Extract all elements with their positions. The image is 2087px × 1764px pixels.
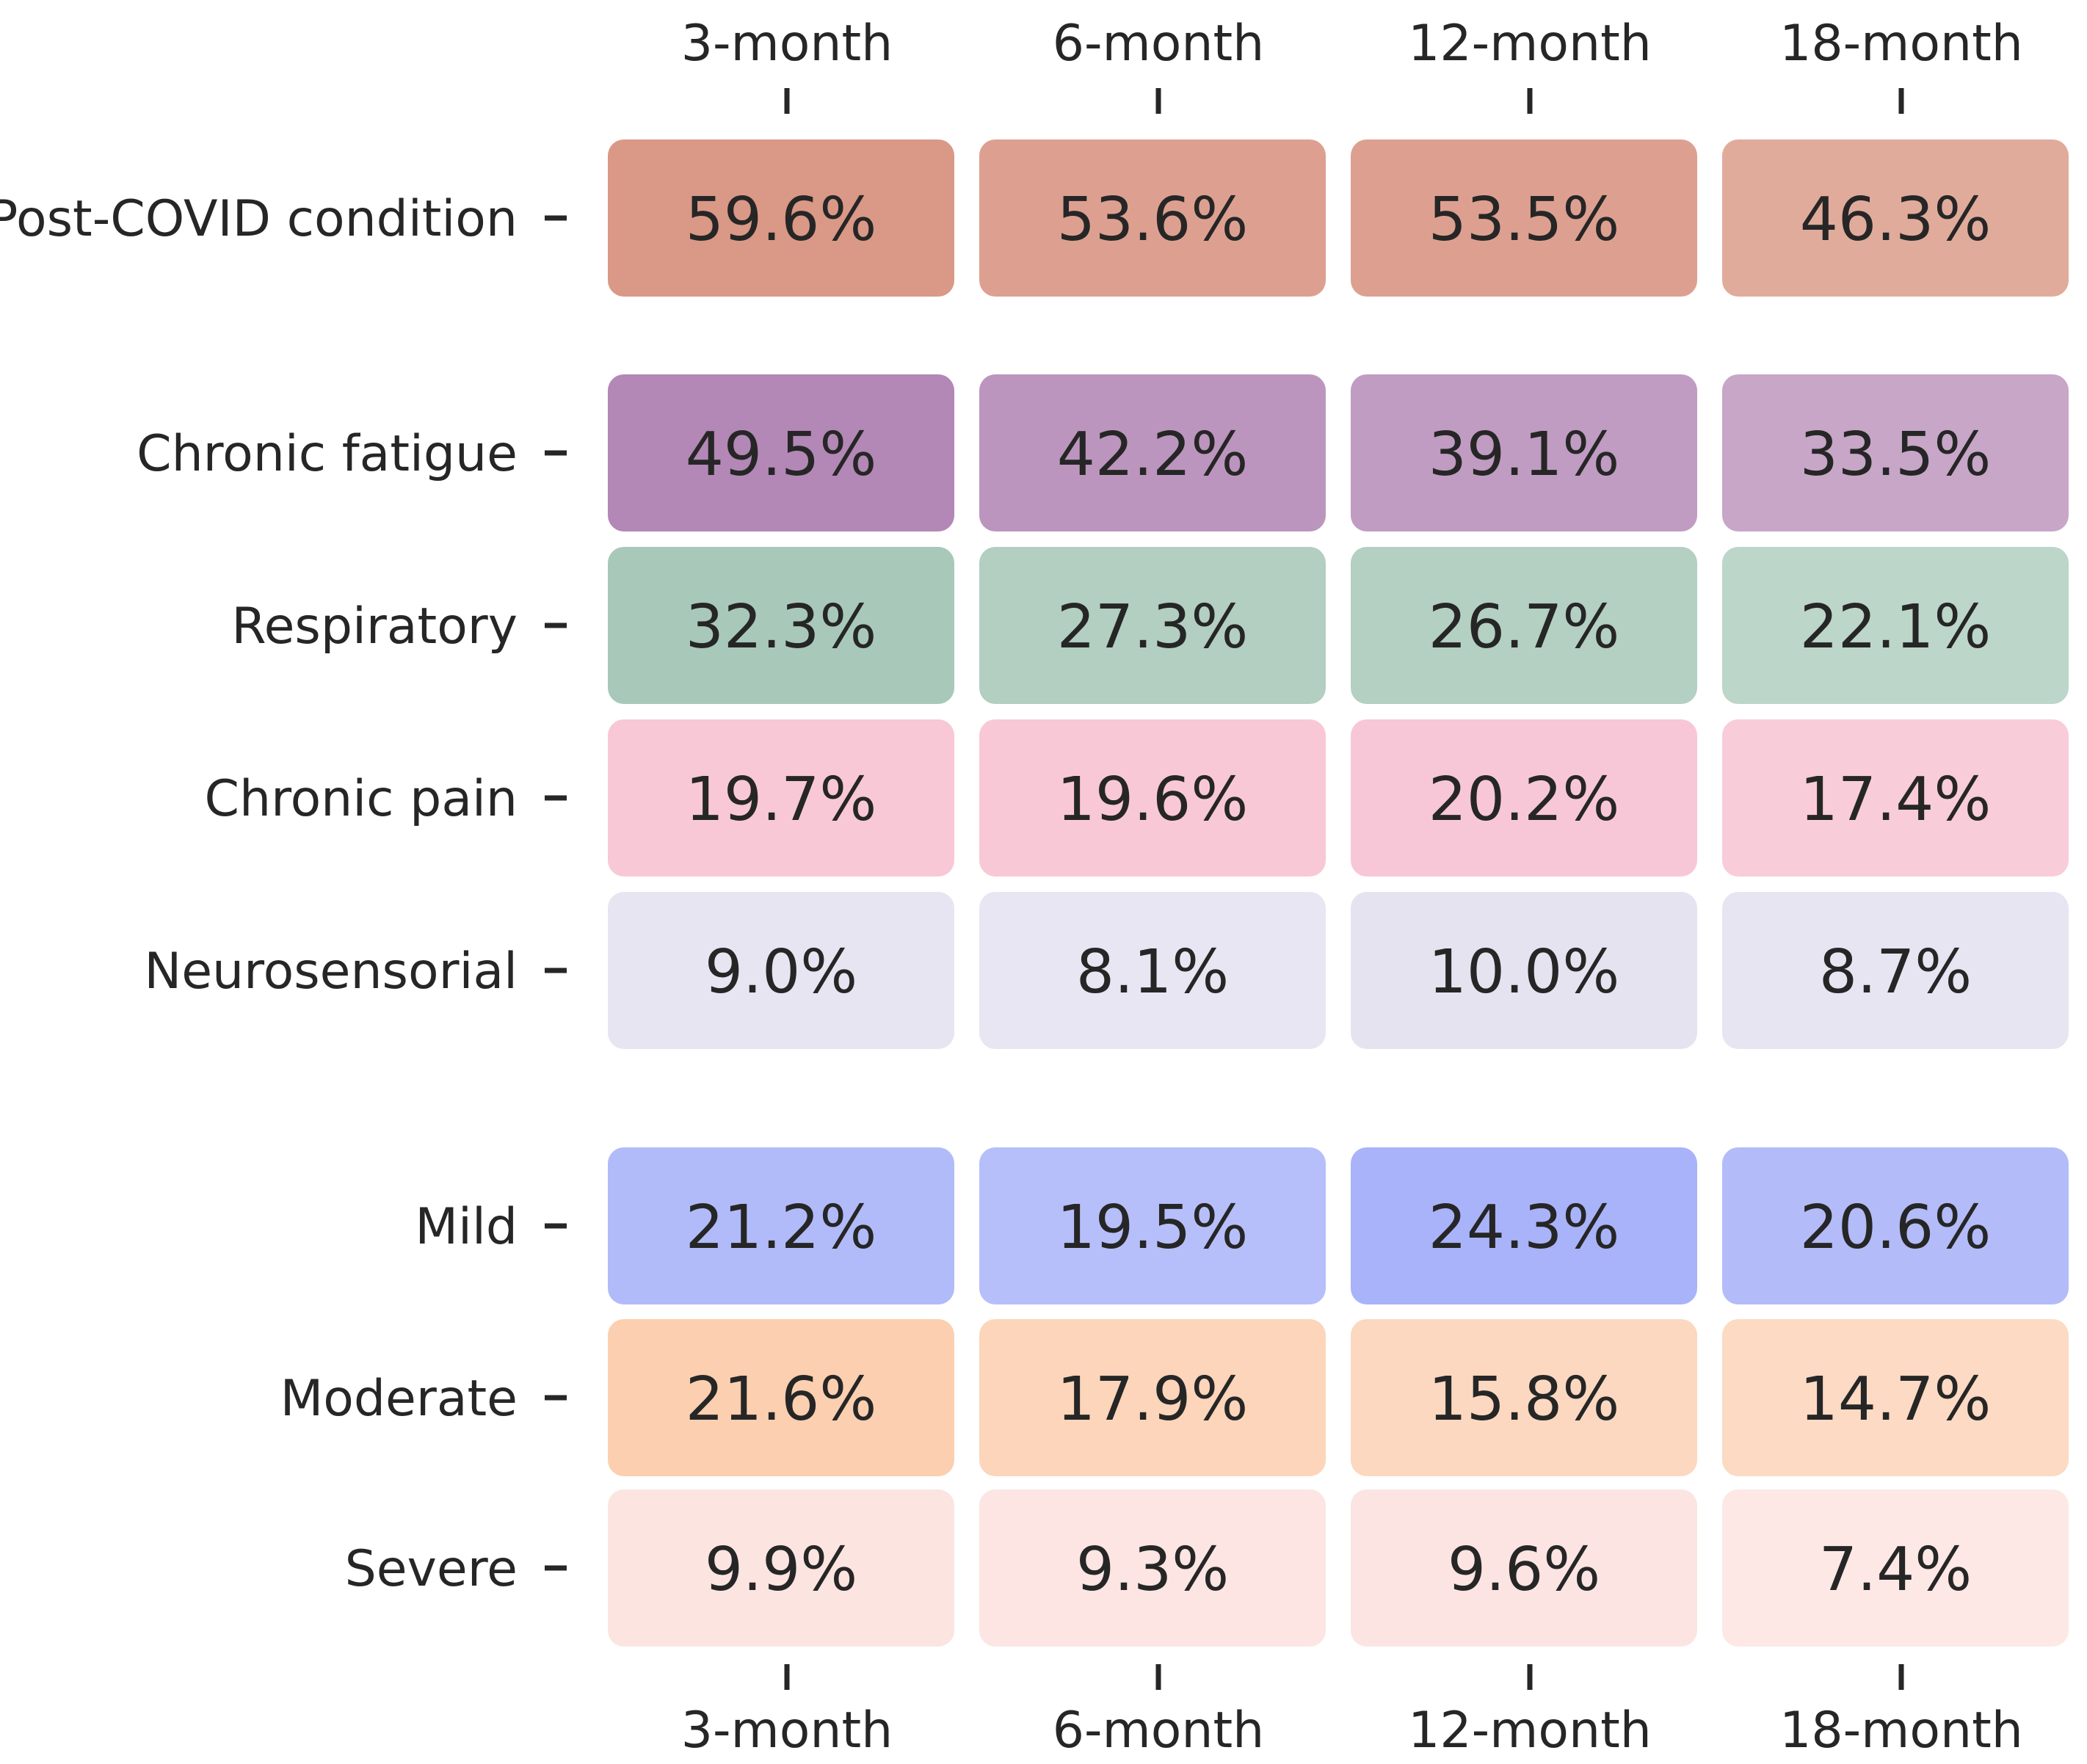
- cell-value: 22.1%: [1800, 592, 1992, 662]
- heatmap-cell: [979, 1147, 1326, 1304]
- row-label: Post-COVID condition: [0, 190, 518, 248]
- cell-value: 21.2%: [686, 1193, 877, 1263]
- row-label: Mild: [415, 1198, 518, 1256]
- heatmap-cell: [608, 719, 954, 876]
- cell-value: 14.7%: [1800, 1365, 1992, 1434]
- row-label: Moderate: [280, 1370, 518, 1428]
- bottom-column-label: 6-month: [1053, 1702, 1265, 1760]
- heatmap-cell: [979, 892, 1326, 1049]
- heatmap-cell: [979, 719, 1326, 876]
- heatmap-cell: [979, 1489, 1326, 1647]
- heatmap-cell: [979, 547, 1326, 704]
- cell-value: 49.5%: [686, 420, 877, 490]
- top-column-label: 6-month: [1053, 15, 1265, 73]
- top-axis: 3-month 6-month 12-month 18-month: [681, 15, 2023, 114]
- cell-value: 10.0%: [1429, 937, 1620, 1007]
- cell-value: 59.6%: [686, 185, 877, 255]
- cell-value: 8.1%: [1076, 937, 1229, 1007]
- heatmap-cell: [1722, 892, 2069, 1049]
- heatmap-cell: [1722, 139, 2069, 297]
- cell-value: 8.7%: [1819, 937, 1972, 1007]
- cell-value: 17.9%: [1057, 1365, 1249, 1434]
- cell-value: 32.3%: [686, 592, 877, 662]
- heatmap-cell: [608, 1489, 954, 1647]
- row-label: Respiratory: [231, 598, 518, 656]
- cell-value: 19.7%: [686, 765, 877, 835]
- top-column-label: 3-month: [681, 15, 893, 73]
- heatmap-cell: [1722, 1147, 2069, 1304]
- heatmap-cell: [1351, 374, 1697, 531]
- heatmap-cell: [1351, 719, 1697, 876]
- heatmap-cell: [608, 547, 954, 704]
- cell-value: 27.3%: [1057, 592, 1249, 662]
- cell-value: 33.5%: [1800, 420, 1992, 490]
- heatmap-cell: [1722, 719, 2069, 876]
- heatmap-cells: 59.6% 53.6% 53.5% 46.3% 49.5% 42.2% 39.1% 33.5%…: [608, 139, 2069, 1647]
- cell-value: 9.0%: [705, 937, 857, 1007]
- bottom-column-label: 12-month: [1408, 1702, 1652, 1760]
- heatmap-cell: [1351, 547, 1697, 704]
- cell-value: 19.5%: [1057, 1193, 1249, 1263]
- heatmap-cell: [1351, 1147, 1697, 1304]
- heatmap-cell: [1351, 1489, 1697, 1647]
- row-label: Neurosensorial: [144, 943, 518, 1001]
- cell-value: 53.5%: [1429, 185, 1620, 255]
- row-label: Severe: [345, 1540, 518, 1598]
- cell-value: 20.6%: [1800, 1193, 1992, 1263]
- heatmap-cell: [608, 1147, 954, 1304]
- heatmap-cell: [979, 139, 1326, 297]
- cell-value: 21.6%: [686, 1365, 877, 1434]
- heatmap-cell: [1351, 139, 1697, 297]
- cell-value: 53.6%: [1057, 185, 1249, 255]
- bottom-column-label: 3-month: [681, 1702, 893, 1760]
- cell-value: 46.3%: [1800, 185, 1992, 255]
- row-label: Chronic fatigue: [137, 425, 518, 483]
- heatmap-cell: [608, 1319, 954, 1476]
- cell-value: 15.8%: [1429, 1365, 1620, 1434]
- bottom-column-label: 18-month: [1779, 1702, 2023, 1760]
- heatmap-cell: [1722, 1489, 2069, 1647]
- cell-value: 9.9%: [705, 1535, 857, 1605]
- heatmap-cell: [1722, 374, 2069, 531]
- row-label: Chronic pain: [205, 770, 518, 828]
- heatmap-cell: [608, 892, 954, 1049]
- cell-value: 20.2%: [1429, 765, 1620, 835]
- heatmap-cell: [979, 1319, 1326, 1476]
- cell-value: 24.3%: [1429, 1193, 1620, 1263]
- cell-value: 17.4%: [1800, 765, 1992, 835]
- heatmap-cell: [1722, 547, 2069, 704]
- cell-value: 39.1%: [1429, 420, 1620, 490]
- cell-value: 9.6%: [1448, 1535, 1600, 1605]
- bottom-axis: 3-month 6-month 12-month 18-month: [681, 1664, 2023, 1760]
- cell-value: 26.7%: [1429, 592, 1620, 662]
- row-labels: Post-COVID condition Chronic fatigue Respi…: [0, 190, 567, 1598]
- top-column-label: 18-month: [1779, 15, 2023, 73]
- cell-value: 9.3%: [1076, 1535, 1229, 1605]
- heatmap-cell: [608, 374, 954, 531]
- cell-value: 42.2%: [1057, 420, 1249, 490]
- cell-value: 19.6%: [1057, 765, 1249, 835]
- heatmap-cell: [1351, 892, 1697, 1049]
- top-column-label: 12-month: [1408, 15, 1652, 73]
- heatmap-cell: [979, 374, 1326, 531]
- heatmap-cell: [1351, 1319, 1697, 1476]
- heatmap-cell: [1722, 1319, 2069, 1476]
- cell-value: 7.4%: [1819, 1535, 1972, 1605]
- heatmap-cell: [608, 139, 954, 297]
